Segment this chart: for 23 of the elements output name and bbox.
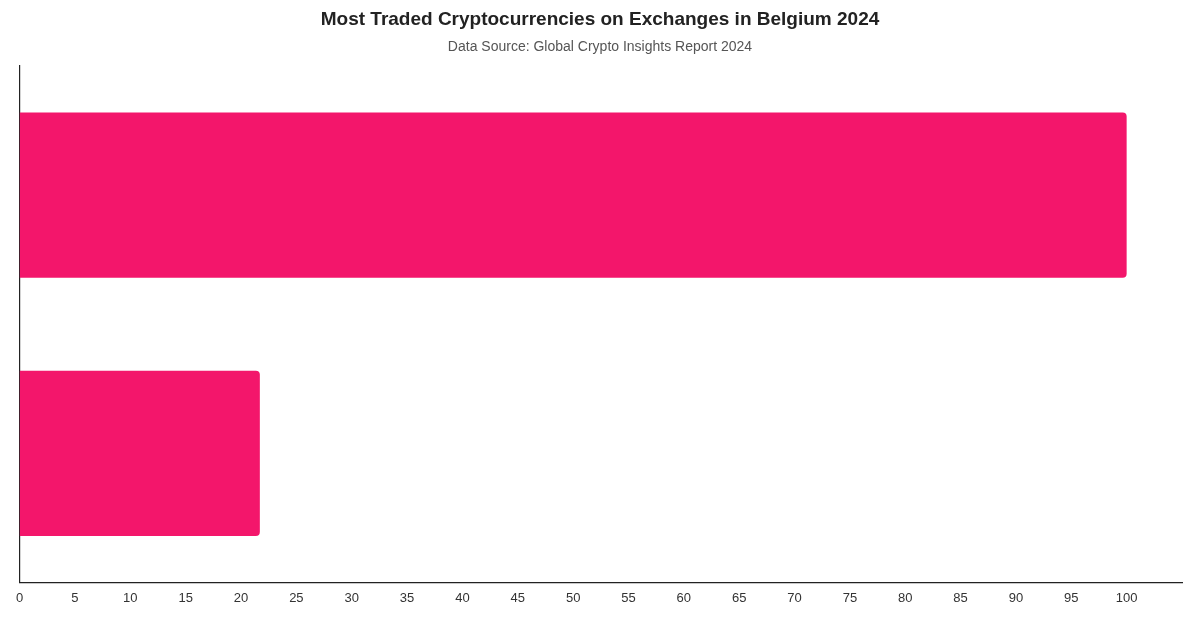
x-tick-label: 45 xyxy=(510,589,526,605)
x-tick-label: 95 xyxy=(1064,589,1079,605)
x-tick-label: 80 xyxy=(898,589,913,605)
x-tick-label: 90 xyxy=(1008,589,1024,605)
x-tick-label: 35 xyxy=(399,589,415,605)
x-tick-label: 60 xyxy=(676,589,692,605)
x-tick-label: 65 xyxy=(731,589,747,605)
x-tick-label: 0 xyxy=(16,589,24,605)
x-tick-label: 30 xyxy=(344,589,359,605)
x-tick-label: 50 xyxy=(565,589,581,605)
x-tick-label: 70 xyxy=(787,589,802,605)
x-tick-label: 5 xyxy=(71,589,79,605)
x-tick-label: 40 xyxy=(455,589,470,605)
x-tick-label: 75 xyxy=(842,589,858,605)
x-tick-label: 15 xyxy=(178,589,193,605)
x-tick-label: 20 xyxy=(233,589,249,605)
x-tick-label: 100 xyxy=(1115,589,1138,605)
x-tick-label: 85 xyxy=(953,589,968,605)
x-tick-label: 55 xyxy=(621,589,636,605)
chart-subtitle: Data Source: Global Crypto Insights Report 2024 xyxy=(446,38,754,54)
x-tick-label: 10 xyxy=(123,589,138,605)
chart-title: Most Traded Cryptocurrencies on Exchanges in Belgium 2024 xyxy=(319,8,881,30)
x-tick-label: 25 xyxy=(289,589,304,605)
